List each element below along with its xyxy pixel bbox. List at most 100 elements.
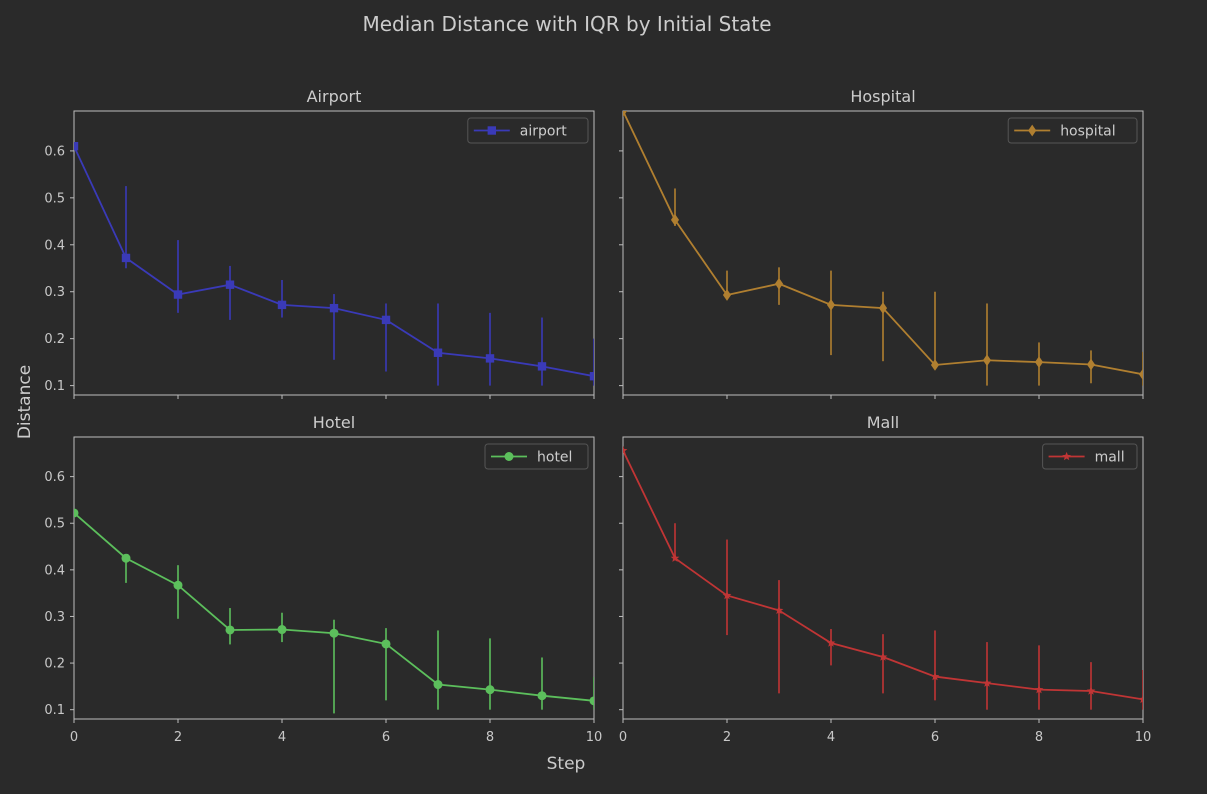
data-point xyxy=(826,299,836,311)
data-point xyxy=(1086,686,1096,695)
subplot-grid: Airport 0.1 0.2 0.3 0.4 0.5 0.6 airport Hospital… xyxy=(44,87,1151,745)
legend-box xyxy=(467,117,589,144)
panel-hotel: Hotel 0.1 0.2 0.3 0.4 0.5 0.6 0 2 4 6 8 10 hotel xyxy=(44,413,602,745)
y-axis-label: Distance xyxy=(15,365,35,439)
panel-title: Hospital xyxy=(850,87,915,106)
data-point xyxy=(1086,358,1096,371)
series-airport xyxy=(74,142,594,386)
x-tick-label: 0 xyxy=(619,730,627,745)
data-point xyxy=(623,445,628,455)
legend-box xyxy=(1007,117,1138,144)
legend-swatch-marker xyxy=(504,452,514,461)
legend-label: hospital xyxy=(1060,124,1115,140)
panel-airport: Airport 0.1 0.2 0.3 0.4 0.5 0.6 airport xyxy=(44,87,595,399)
y-tick-label: 0.5 xyxy=(44,191,65,206)
data-point xyxy=(173,290,183,299)
y-tick-label: 0.3 xyxy=(44,610,65,625)
series-mall xyxy=(623,445,1143,710)
data-point xyxy=(982,678,992,687)
data-point xyxy=(589,696,594,706)
legend-box xyxy=(1042,443,1138,470)
panel-title: Airport xyxy=(307,87,362,106)
data-point xyxy=(225,280,235,289)
data-point xyxy=(433,348,443,357)
data-point xyxy=(1138,694,1143,704)
legend-label: hotel xyxy=(537,450,572,466)
x-tick-label: 6 xyxy=(382,730,390,745)
data-point xyxy=(277,625,287,635)
x-tick-label: 10 xyxy=(1135,730,1152,745)
x-axis-label: Step xyxy=(547,754,586,774)
y-tick-label: 0.3 xyxy=(44,285,65,300)
data-point xyxy=(225,625,235,635)
y-tick-label: 0.5 xyxy=(44,517,65,532)
plot-frame xyxy=(622,110,1144,396)
panel-hospital: Hospital hospital xyxy=(619,87,1144,399)
legend-label: mall xyxy=(1095,450,1125,466)
panel-title: Mall xyxy=(867,413,900,432)
data-point xyxy=(670,553,680,562)
y-tick-label: 0.1 xyxy=(44,703,65,718)
x-tick-label: 8 xyxy=(1035,730,1043,745)
data-point xyxy=(722,590,732,600)
data-point xyxy=(74,508,79,518)
legend: airport xyxy=(467,117,589,144)
data-point xyxy=(930,359,940,371)
y-tick-label: 0.2 xyxy=(44,332,65,347)
plot-frame xyxy=(73,110,595,396)
data-point xyxy=(878,302,888,315)
x-tick-label: 2 xyxy=(723,730,731,745)
x-tick-label: 4 xyxy=(278,730,286,745)
data-point xyxy=(485,685,495,695)
data-point xyxy=(774,277,784,290)
panel-title: Hotel xyxy=(313,413,355,432)
chart-title: Median Distance with IQR by Initial Stat… xyxy=(362,12,771,36)
legend-label: airport xyxy=(520,124,567,140)
data-point xyxy=(878,652,888,661)
data-point xyxy=(485,354,495,363)
data-point xyxy=(121,253,131,263)
data-point xyxy=(982,354,992,367)
x-tick-label: 8 xyxy=(486,730,494,745)
legend-swatch-marker xyxy=(487,126,496,135)
series-hotel xyxy=(74,508,594,714)
data-point xyxy=(670,214,680,226)
legend: mall xyxy=(1042,443,1138,470)
panel-mall: Mall 0 2 4 6 8 10 mall xyxy=(619,413,1152,745)
y-tick-label: 0.6 xyxy=(44,470,65,485)
data-point xyxy=(433,680,443,690)
legend: hotel xyxy=(484,443,589,470)
data-point xyxy=(722,289,732,301)
plot-frame xyxy=(73,436,595,720)
x-tick-label: 4 xyxy=(827,730,835,745)
data-point xyxy=(774,605,784,615)
y-tick-label: 0.4 xyxy=(44,238,65,253)
series-hospital xyxy=(623,111,1143,386)
data-point xyxy=(930,671,940,681)
data-point xyxy=(329,628,339,638)
data-point xyxy=(381,315,391,325)
data-point xyxy=(537,362,547,371)
x-tick-label: 6 xyxy=(931,730,939,745)
data-point xyxy=(277,300,287,310)
data-point xyxy=(537,691,547,701)
y-tick-label: 0.6 xyxy=(44,144,65,159)
x-tick-label: 0 xyxy=(70,730,78,745)
plot-frame xyxy=(622,436,1144,720)
x-tick-label: 10 xyxy=(586,730,603,745)
data-point xyxy=(121,553,131,563)
legend-box xyxy=(484,443,589,470)
x-tick-label: 2 xyxy=(174,730,182,745)
data-point xyxy=(381,639,391,649)
y-tick-label: 0.2 xyxy=(44,657,65,672)
legend-swatch-marker xyxy=(1062,451,1071,461)
data-point xyxy=(74,142,79,151)
data-point xyxy=(589,372,594,381)
data-point xyxy=(1138,368,1143,381)
legend: hospital xyxy=(1007,117,1138,144)
y-tick-label: 0.4 xyxy=(44,563,65,578)
data-point xyxy=(1034,685,1044,694)
legend-swatch-marker xyxy=(1028,124,1037,137)
data-point xyxy=(826,638,836,647)
